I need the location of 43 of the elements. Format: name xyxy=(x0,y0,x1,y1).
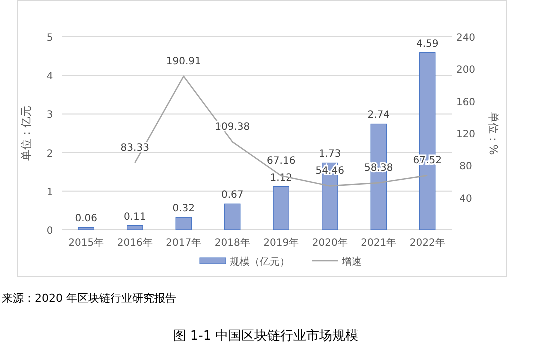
x-tick-label: 2016年 xyxy=(117,237,153,249)
y2-tick-label: 40 xyxy=(460,194,472,205)
y-tick-label: 3 xyxy=(46,110,54,122)
y2-tick-label: 120 xyxy=(456,130,476,140)
y-axis-title: 单位：亿元 xyxy=(20,106,33,161)
source-note: 来源：2020 年区块链行业研究报告 xyxy=(2,292,176,305)
data-label: 1.12 xyxy=(270,172,293,184)
legend-label: 规模（亿元） xyxy=(230,256,290,268)
y2-tick-label: 160 xyxy=(456,97,476,108)
x-tick-label: 2020年 xyxy=(312,237,348,249)
text: 图 1-1 中国区块链行业市场规模 xyxy=(173,329,359,344)
y-tick-label: 0 xyxy=(46,226,54,237)
y2-axis-title: 单位：% xyxy=(487,112,500,156)
data-label: 67.16 xyxy=(267,156,296,167)
y-tick-label: 4 xyxy=(46,72,54,83)
data-label: 190.91 xyxy=(166,56,202,68)
y2-tick-label: 200 xyxy=(456,65,476,76)
bar xyxy=(224,204,241,230)
y-tick-label: 2 xyxy=(46,148,54,160)
y2-tick-label: 80 xyxy=(460,162,472,173)
x-tick-label: 2015年 xyxy=(68,237,104,249)
data-label: 0.06 xyxy=(75,214,98,225)
data-label: 0.67 xyxy=(221,190,244,202)
data-label: 109.38 xyxy=(215,122,250,134)
bar xyxy=(273,186,290,230)
data-label: 1.73 xyxy=(318,149,342,160)
x-tick-label: 2018年 xyxy=(214,237,250,249)
bar xyxy=(127,225,144,230)
x-tick-label: 2017年 xyxy=(166,237,202,249)
data-label: 2.74 xyxy=(368,110,390,122)
x-tick-label: 2022年 xyxy=(410,237,446,249)
legend-label: 增速 xyxy=(341,256,362,268)
data-label: 4.59 xyxy=(416,38,439,50)
y-tick-label: 1 xyxy=(46,187,54,198)
x-tick-label: 2019年 xyxy=(264,237,300,249)
data-label: 0.32 xyxy=(172,204,196,215)
bar xyxy=(78,227,94,230)
bar xyxy=(176,217,192,230)
data-label: 0.11 xyxy=(124,212,146,223)
x-tick-label: 2021年 xyxy=(361,237,397,249)
y2-tick-label: 240 xyxy=(456,33,476,44)
data-label: 83.33 xyxy=(120,142,150,154)
y-tick-label: 5 xyxy=(46,33,54,44)
